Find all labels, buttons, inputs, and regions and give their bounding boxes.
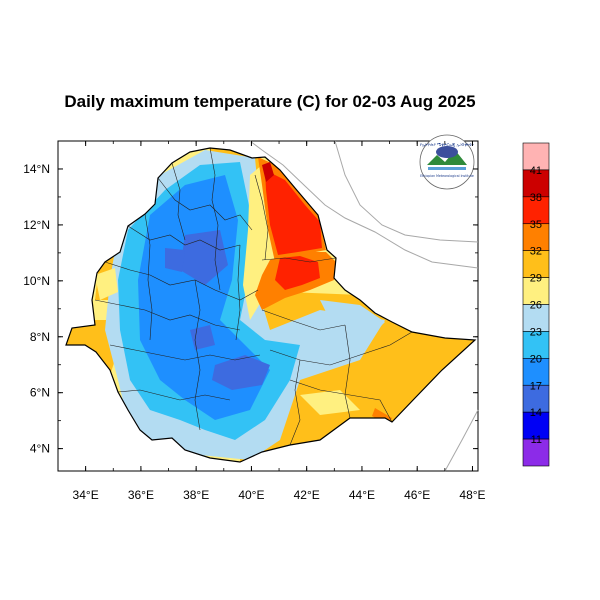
lat-tick-label: 12°N [23,218,50,232]
colorbar-swatch [522,331,550,359]
colorbar-label: 11 [531,434,542,446]
country-outline [65,147,477,463]
axis-layer: 34°E 36°E 38°E 40°E 42°E 44°E 46°E 48°E 4°N 6°N 8°… [23,140,486,502]
colorbar-label: 26 [530,300,542,312]
colorbar-swatch [522,304,550,332]
lon-tick-label: 48°E [459,488,485,502]
colorbar-swatch [522,438,550,467]
lat-tick-label: 10°N [23,274,50,288]
colorbar-swatch [522,223,550,251]
colorbar-swatch [522,277,550,305]
lon-tick-label: 42°E [294,488,320,502]
lat-tick-label: 4°N [30,442,50,456]
colorbar-label: 32 [530,246,542,258]
map-title: Daily maximum temperature (C) for 02-03 … [64,92,476,111]
coastline-lines [249,140,479,472]
logo-text-top: የኢትዮጵያ ሜቲዎሮሎጂ ኢንስቲትዩት [420,142,474,147]
colorbar-label: 29 [530,273,542,285]
lon-tick-label: 44°E [349,488,375,502]
colorbar-label: 20 [530,353,542,365]
colorbar-label: 23 [530,326,542,338]
colorbar-label: 41 [530,165,542,177]
lat-tick-label: 8°N [30,330,50,344]
colorbar-swatch [522,169,550,198]
colorbar-swatch [522,196,550,225]
colorbar-label: 14 [530,407,542,419]
lat-tick-label: 14°N [23,162,50,176]
admin-boundaries [94,148,413,446]
lon-tick-label: 38°E [183,488,209,502]
colorbar-swatch [522,384,550,413]
colorbar: 41 38 35 32 29 26 23 20 17 14 11 [522,142,550,467]
colorbar-label: 35 [530,219,542,231]
lon-tick-label: 40°E [238,488,264,502]
lon-tick-label: 36°E [128,488,154,502]
colorbar-label: 38 [530,192,542,204]
institute-logo: የኢትዮጵያ ሜቲዎሮሎጂ ኢንስቲትዩት Ethiopian Meteorol… [419,134,475,190]
logo-text-bottom: Ethiopian Meteorological Institute [420,174,474,178]
lon-tick-label: 46°E [404,488,430,502]
lat-tick-label: 6°N [30,386,50,400]
colorbar-label: 17 [530,380,542,392]
lon-tick-label: 34°E [73,488,99,502]
